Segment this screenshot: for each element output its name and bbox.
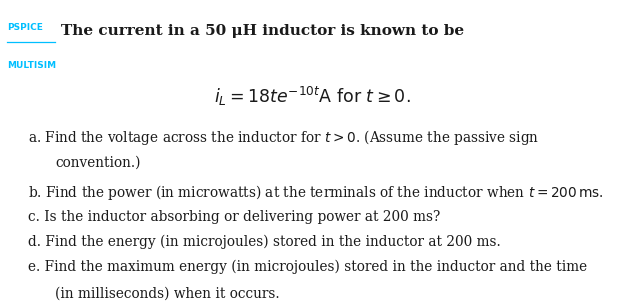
Text: (in milliseconds) when it occurs.: (in milliseconds) when it occurs. [55,287,280,301]
Text: $i_L = 18te^{-10t}\mathrm{A\ for}\ t \geq 0.$: $i_L = 18te^{-10t}\mathrm{A\ for}\ t \ge… [213,85,411,109]
Text: a. Find the voltage across the inductor for $t > 0$. (Assume the passive sign: a. Find the voltage across the inductor … [28,128,539,147]
Text: e. Find the maximum energy (in microjoules) stored in the inductor and the time: e. Find the maximum energy (in microjoul… [28,259,587,274]
Text: c. Is the inductor absorbing or delivering power at 200 ms?: c. Is the inductor absorbing or deliveri… [28,210,441,224]
Text: convention.): convention.) [55,156,140,170]
Text: PSPICE: PSPICE [7,23,43,32]
Text: b. Find the power (in microwatts) at the terminals of the inductor when $t = 200: b. Find the power (in microwatts) at the… [28,183,604,202]
Text: The current in a 50 μH inductor is known to be: The current in a 50 μH inductor is known… [61,24,464,38]
Text: d. Find the energy (in microjoules) stored in the inductor at 200 ms.: d. Find the energy (in microjoules) stor… [28,235,501,249]
Text: MULTISIM: MULTISIM [7,61,57,70]
